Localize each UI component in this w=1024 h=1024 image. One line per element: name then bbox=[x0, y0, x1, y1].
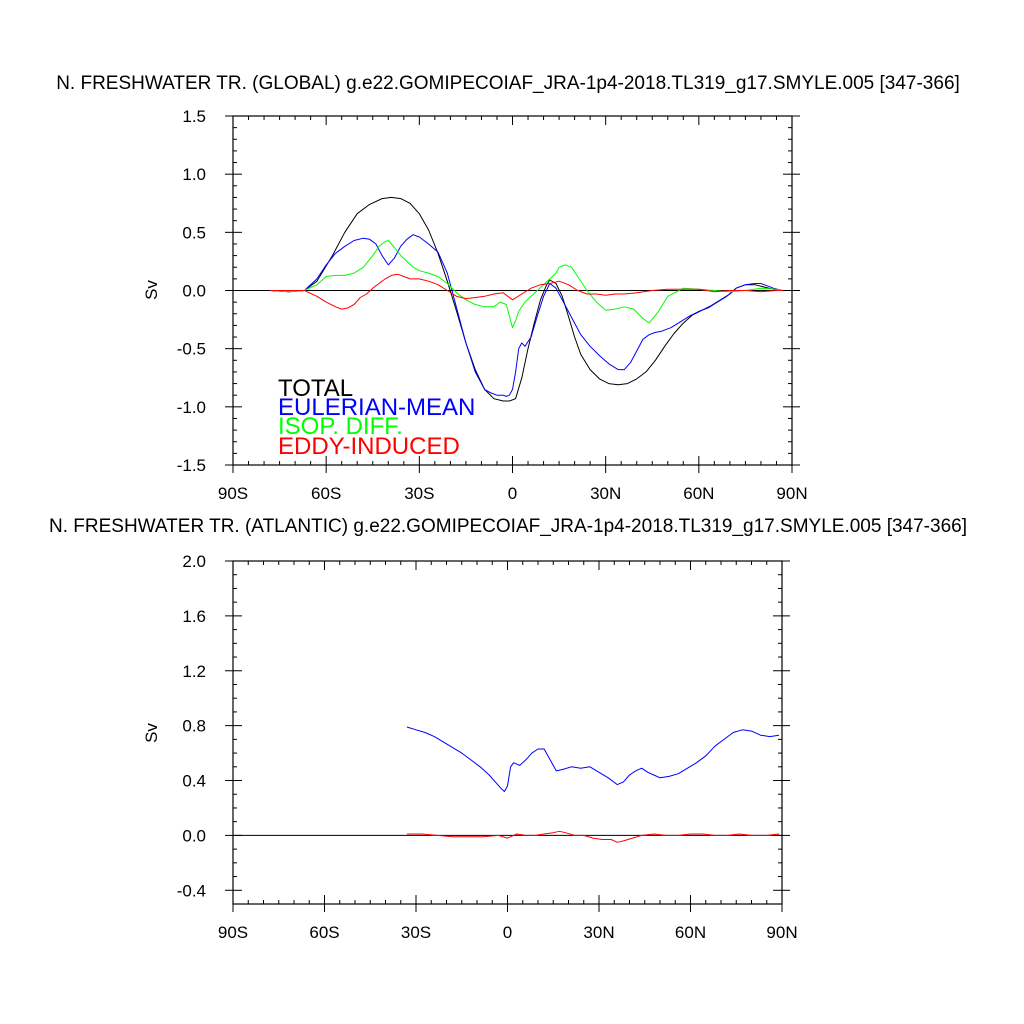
global-x-tick-label: 90N bbox=[776, 484, 807, 503]
atlantic-y-tick-label: -0.4 bbox=[177, 881, 206, 900]
legend-entry-eddy-induced: EDDY-INDUCED bbox=[278, 433, 460, 460]
legend: TOTAL EULERIAN-MEAN ISOP. DIFF. EDDY-IND… bbox=[278, 375, 475, 460]
atlantic-y-tick-label: 2.0 bbox=[182, 552, 206, 571]
atlantic-series-line-red bbox=[406, 830, 780, 843]
atlantic-y-tick-label: 0.8 bbox=[182, 717, 206, 736]
atlantic-x-tick-label: 60S bbox=[309, 923, 339, 942]
atlantic-x-tick-label: 90N bbox=[766, 923, 797, 942]
global-series-line-eulerian-mean bbox=[270, 234, 783, 397]
global-y-tick-label: -0.5 bbox=[177, 340, 206, 359]
atlantic-x-tick-label: 0 bbox=[503, 923, 512, 942]
global-y-axis-label: Sv bbox=[142, 280, 161, 300]
atlantic-y-tick-label: 0.0 bbox=[182, 826, 206, 845]
global-series-line-eddy-induced bbox=[270, 273, 783, 310]
legend-entry-isop-diff: ISOP. DIFF. bbox=[278, 413, 403, 440]
legend-entry-total: TOTAL bbox=[278, 375, 353, 402]
global-panel: N. FRESHWATER TR. (GLOBAL) g.e22.GOMIPEC… bbox=[56, 73, 960, 503]
atlantic-x-tick-label: 60N bbox=[675, 923, 706, 942]
global-y-tick-label: 1.5 bbox=[182, 107, 206, 126]
global-y-tick-label: -1.5 bbox=[177, 456, 206, 475]
global-chart-title: N. FRESHWATER TR. (GLOBAL) g.e22.GOMIPEC… bbox=[56, 73, 960, 94]
atlantic-x-tick-label: 30N bbox=[583, 923, 614, 942]
global-y-tick-label: 0.0 bbox=[182, 282, 206, 301]
global-x-tick-label: 0 bbox=[508, 484, 517, 503]
atlantic-plot-area: 90S 60S 30S 0 30N 60N 90N -0.4 0.0 0.4 0.8 1.2 1.6 2.… bbox=[177, 552, 798, 942]
atlantic-y-tick-label: 1.6 bbox=[182, 607, 206, 626]
atlantic-panel: N. FRESHWATER TR. (ATLANTIC) g.e22.GOMIP… bbox=[49, 516, 967, 942]
global-series-line-isop-diff bbox=[270, 240, 783, 329]
atlantic-x-tick-label: 90S bbox=[218, 923, 248, 942]
global-x-tick-label: 60N bbox=[683, 484, 714, 503]
global-y-tick-label: 1.0 bbox=[182, 165, 206, 184]
atlantic-y-axis-label: Sv bbox=[142, 723, 161, 743]
atlantic-series-line-blue bbox=[406, 726, 780, 792]
global-plot-area: 90S 60S 30S 0 30N 60N 90N -1.5 -1.0 -0.5 0.0 0.5 1.0… bbox=[177, 107, 808, 503]
atlantic-y-tick-label: 1.2 bbox=[182, 662, 206, 681]
atlantic-x-tick-label: 30S bbox=[401, 923, 431, 942]
global-x-tick-label: 30S bbox=[404, 484, 434, 503]
global-x-tick-label: 60S bbox=[311, 484, 341, 503]
global-y-tick-label: -1.0 bbox=[177, 398, 206, 417]
global-y-tick-label: 0.5 bbox=[182, 223, 206, 242]
global-x-tick-label: 30N bbox=[590, 484, 621, 503]
legend-entry-eulerian-mean: EULERIAN-MEAN bbox=[278, 394, 475, 421]
atlantic-y-tick-label: 0.4 bbox=[182, 772, 206, 791]
global-x-tick-label: 90S bbox=[218, 484, 248, 503]
atlantic-chart-title: N. FRESHWATER TR. (ATLANTIC) g.e22.GOMIP… bbox=[49, 516, 967, 537]
